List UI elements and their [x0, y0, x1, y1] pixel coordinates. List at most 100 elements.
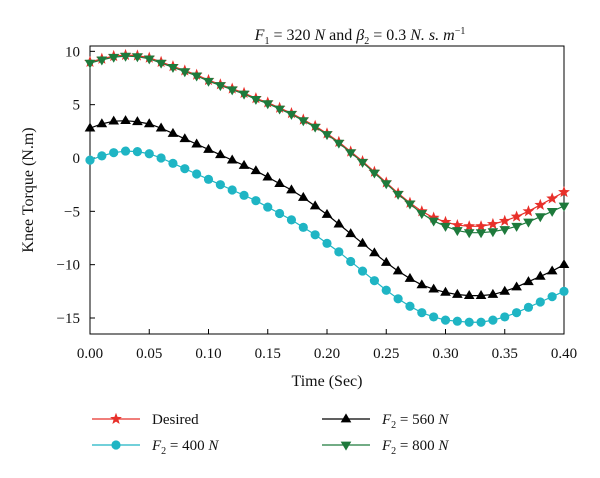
data-point: [511, 222, 522, 232]
data-point: [369, 247, 380, 257]
data-point: [321, 131, 333, 141]
data-point: [547, 292, 557, 302]
series-2: [85, 146, 569, 327]
data-point: [251, 196, 261, 206]
x-tick-label: 0.05: [136, 346, 162, 362]
y-tick-label: −5: [64, 204, 80, 220]
data-point: [522, 205, 535, 217]
data-point: [143, 55, 155, 65]
legend-item: F2​ = 400 N: [92, 438, 219, 457]
y-tick-label: −15: [57, 311, 80, 327]
data-point: [416, 210, 428, 220]
data-point: [523, 302, 534, 312]
data-point: [357, 237, 368, 247]
data-point: [440, 222, 451, 232]
data-point: [238, 90, 250, 100]
data-point: [180, 164, 190, 174]
data-point: [215, 180, 225, 190]
data-point: [250, 165, 262, 175]
data-point: [333, 139, 345, 149]
data-point: [511, 281, 522, 291]
y-tick-label: 0: [73, 151, 81, 167]
series-3: [84, 52, 570, 239]
data-point: [463, 220, 476, 232]
data-point: [143, 118, 155, 128]
data-point: [345, 228, 357, 238]
data-point: [535, 297, 545, 307]
series-layer: [84, 48, 570, 327]
data-point: [523, 218, 534, 228]
data-point: [132, 147, 142, 157]
data-point: [298, 222, 308, 232]
data-point: [463, 290, 475, 299]
data-point: [286, 215, 297, 225]
data-point: [452, 227, 463, 237]
data-point: [346, 256, 356, 267]
data-point: [534, 270, 546, 280]
data-point: [405, 301, 415, 311]
series-1: [84, 115, 570, 299]
data-point: [523, 276, 534, 286]
legend-item: F2​ = 800 N: [322, 438, 449, 457]
data-point: [120, 52, 131, 62]
data-point: [144, 149, 154, 159]
data-point: [191, 72, 202, 82]
data-point: [132, 116, 143, 126]
legend-label: F2​ = 400 N: [151, 438, 219, 457]
data-point: [546, 207, 558, 217]
data-point: [155, 59, 167, 69]
data-point: [534, 198, 547, 210]
series-line: [89, 120, 565, 297]
x-axis: 0.00 0.05 0.10 0.15 0.20 0.25 0.30 0.35 0.40: [77, 329, 577, 362]
y-axis-label: Knee Torque (N.m): [20, 127, 37, 252]
y-tick-label: 5: [73, 98, 81, 114]
data-point: [334, 247, 344, 257]
data-point: [427, 211, 440, 223]
data-point: [380, 180, 392, 190]
data-point: [428, 217, 439, 227]
data-point: [428, 283, 439, 293]
data-point: [203, 143, 214, 153]
data-point: [488, 315, 498, 325]
data-point: [191, 138, 202, 148]
data-point: [227, 185, 237, 195]
x-tick-label: 0.35: [492, 346, 518, 362]
data-point: [297, 191, 309, 201]
y-tick-label: 10: [65, 44, 80, 60]
data-point: [452, 288, 463, 298]
data-point: [463, 229, 475, 239]
data-point: [498, 214, 511, 226]
data-point: [167, 127, 179, 137]
data-point: [274, 178, 285, 187]
data-point: [475, 229, 487, 239]
data-point: [120, 146, 131, 156]
series-line: [89, 55, 565, 234]
data-point: [238, 159, 250, 169]
data-point: [109, 148, 119, 158]
data-point: [558, 185, 570, 198]
data-point: [275, 208, 285, 219]
data-point: [85, 155, 95, 165]
data-point: [203, 174, 214, 184]
data-point: [215, 149, 226, 159]
data-point: [499, 226, 511, 236]
legend-label: F2​ = 560 N: [381, 412, 449, 431]
x-tick-label: 0.40: [551, 346, 577, 362]
data-point: [475, 220, 487, 232]
data-point: [369, 169, 380, 179]
x-tick-label: 0.20: [314, 346, 340, 362]
data-point: [262, 100, 274, 110]
data-point: [487, 288, 499, 298]
data-point: [132, 53, 143, 63]
data-point: [96, 118, 108, 128]
data-point: [451, 219, 464, 231]
data-point: [179, 133, 191, 143]
data-point: [309, 200, 321, 210]
data-point: [250, 95, 262, 105]
data-point: [96, 56, 108, 66]
data-point: [156, 153, 166, 163]
data-point: [510, 210, 523, 222]
data-point: [84, 59, 96, 69]
x-tick-label: 0.15: [255, 346, 281, 362]
